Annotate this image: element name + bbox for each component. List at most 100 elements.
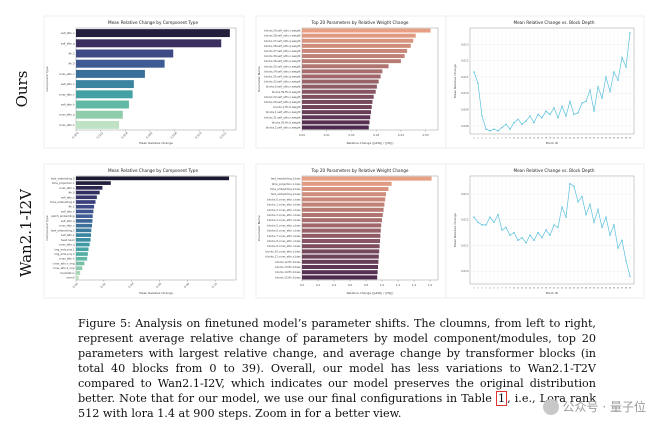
chart-3-category-label-10: cross_attn.v [59,224,75,228]
chart-3-category-label-3: ffn.0 [69,191,75,195]
chart-2-xtick-label-37: 37 [621,138,624,140]
chart-0-category-label-8: cross_attn.q [59,113,75,117]
chart-5-point-10 [513,231,515,234]
chart-2-xtick-label-14: 14 [529,138,532,140]
chart-5-xtick-label-34: 34 [609,288,612,290]
chart-2-point-3 [485,128,487,130]
chart-5-xtick-label-25: 25 [573,288,576,290]
chart-3-bar-13 [76,237,91,242]
chart-3-category-label-4: self_attn.o [61,195,75,199]
chart-2-xtick-label-26: 26 [577,138,580,140]
chart-4-bar-2 [302,186,389,192]
chart-5-point-6 [497,213,499,216]
chart-0-title: Mean Relative Change by Component Type [108,20,198,25]
chart-5-xtick-label-31: 31 [597,288,600,290]
chart-2-point-24 [569,100,571,103]
chart-5-point-5 [493,221,495,224]
chart-2-point-6 [497,129,499,132]
chart-2-xtick-label-5: 5 [493,138,495,140]
wechat-icon [542,398,559,415]
chart-5-point-16 [537,231,539,234]
chart-2-point-13 [525,120,527,122]
chart-5-xtick-label-15: 15 [533,288,536,290]
chart-4-bar-19 [302,275,378,280]
chart-2-xlabel: Block ID [546,141,559,145]
chart-1-bar-13 [302,94,374,99]
chart-2-xtick-label-9: 9 [509,138,511,140]
chart-4-bar-17 [302,264,378,270]
chart-5-xtick-label-6: 6 [497,288,499,290]
chart-3-ylabel: Component Type [45,215,49,240]
chart-2-point-0 [473,71,475,73]
chart-3-bar-0 [76,176,230,181]
chart-2-point-21 [557,116,559,119]
chart-5-xtick-label-12: 12 [521,288,524,290]
chart-4-plot-area [301,175,439,281]
chart-2-xtick-label-19: 19 [549,138,552,140]
chart-4-xtick-label-1: 0.2 [316,283,321,287]
chart-4-category-label-10: blocks.6.cross_attn.o.bias [267,229,301,233]
chart-3-bar-19 [76,266,83,271]
chart-4-category-label-15: blocks.11.cross_attn.o.bias [266,255,302,259]
chart-4-bar-15 [302,254,379,259]
chart-3-xtick-label-5: 0.10 [211,282,218,289]
chart-2-xtick-label-34: 34 [609,138,612,140]
chart-1-category-label-4: blocks.37.self_attn.o.weight [264,49,300,53]
chart-0-bar-2 [76,49,174,58]
chart-3-category-label-21: norm3 [66,276,75,280]
chart-3-category-label-6: ffn.2 [69,205,75,209]
chart-2-point-27 [581,102,583,104]
chart-2-xtick-label-7: 7 [501,138,503,140]
chart-2-xtick-label-15: 15 [533,138,536,140]
chart-0-bar-7 [76,100,129,109]
chart-4-bar-13 [302,244,380,249]
chart-2-point-33 [605,76,607,78]
chart-2-xtick-label-30: 30 [593,138,596,140]
chart-0-plot-area [75,27,237,131]
chart-1-xtick-label-2: 0.02 [348,133,354,137]
chart-5-xtick-label-0: 0 [473,288,475,290]
chart-2-point-15 [533,121,535,124]
chart-3-xtick-label-0: 0.00 [72,282,79,289]
chart-2-xtick-label-39: 39 [629,138,632,140]
chart-3-category-label-13: head.head [61,238,75,242]
chart-2-xtick-label-36: 36 [617,138,620,140]
chart-2-point-34 [609,90,611,93]
watermark: 公众号 · 量子位 [542,398,646,415]
chart-5-xtick-label-13: 13 [525,288,528,290]
chart-4-category-label-11: blocks.7.cross_attn.o.bias [267,234,301,238]
chart-2-point-2 [481,115,483,117]
chart-4-category-label-12: blocks.8.cross_attn.o.bias [267,239,301,243]
chart-2-point-36 [617,79,619,81]
chart-2-point-37 [621,56,623,59]
chart-1-bar-1 [302,33,416,38]
chart-0-bar-5 [76,80,134,89]
chart-5-point-24 [569,182,571,185]
chart-1-category-label-10: blocks.33.self_attn.o.weight [264,80,300,84]
chart-2-ytick-label-0: 0.008 [461,124,469,128]
table-reference-link[interactable]: 1 [495,391,508,406]
chart-2-point-14 [529,115,531,117]
chart-3-bar-6 [76,204,95,209]
chart-3-category-label-16: img_emb.proj.3 [54,252,75,256]
chart-3-bar-16 [76,252,88,256]
chart-2-xtick-label-23: 23 [565,138,568,140]
chart-3-bar-1 [76,181,111,185]
chart-5-point-34 [609,234,611,236]
chart-4-xtick-label-4: 0.8 [364,283,369,287]
chart-4-bar-8 [302,218,382,223]
chart-4-xtick-label-8: 1.6 [428,283,433,287]
figure-caption: Figure 5: Analysis on finetuned model’s … [78,316,596,421]
chart-5-xtick-label-8: 8 [505,288,507,290]
chart-2-point-10 [513,121,515,124]
chart-0-category-label-2: ffn.2 [69,52,75,56]
chart-5-xtick-label-23: 23 [565,288,568,290]
chart-3-bar-20 [76,271,81,275]
chart-5-point-14 [529,234,531,236]
chart-1-bar-11 [302,84,377,89]
chart-5-point-37 [621,239,623,242]
chart-5-point-11 [517,239,519,242]
chart-5-point-29 [589,203,591,206]
chart-2-xtick-label-27: 27 [581,138,584,140]
chart-2-xtick-label-29: 29 [589,138,592,140]
